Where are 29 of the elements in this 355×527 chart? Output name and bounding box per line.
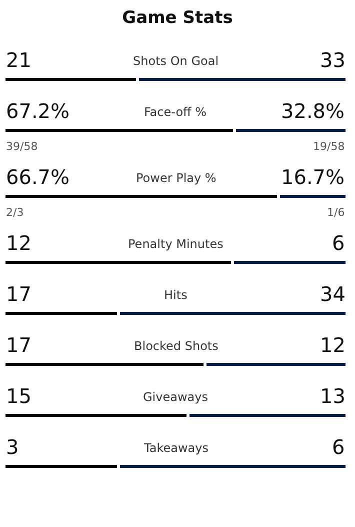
annotation: 19/58 bbox=[313, 140, 345, 153]
data-label: 16.7% bbox=[281, 165, 345, 189]
y-tick-label: Takeaways bbox=[143, 441, 208, 455]
data-label: 12 bbox=[320, 333, 346, 357]
y-tick-label: Power Play % bbox=[136, 171, 216, 185]
y-tick-label: Shots On Goal bbox=[133, 54, 219, 68]
data-label: 17 bbox=[6, 333, 32, 357]
y-tick-label: Penalty Minutes bbox=[128, 237, 224, 251]
data-label: 15 bbox=[6, 384, 32, 408]
annotation: 1/6 bbox=[327, 206, 345, 219]
data-label: 34 bbox=[320, 282, 346, 306]
data-label: 13 bbox=[320, 384, 346, 408]
y-tick-label: Blocked Shots bbox=[134, 339, 218, 353]
y-tick-label: Hits bbox=[164, 288, 188, 302]
data-label: 21 bbox=[6, 48, 32, 72]
data-label: 6 bbox=[332, 231, 345, 255]
data-label: 3 bbox=[6, 435, 19, 459]
data-label: 17 bbox=[6, 282, 32, 306]
chart-title: Game Stats bbox=[121, 7, 234, 30]
data-label: 67.2% bbox=[6, 99, 70, 123]
data-label: 6 bbox=[332, 435, 345, 459]
data-label: 12 bbox=[6, 231, 32, 255]
y-tick-label: Face-off % bbox=[144, 105, 207, 119]
data-label: 66.7% bbox=[6, 165, 70, 189]
data-label: 33 bbox=[320, 48, 346, 72]
annotation: 2/3 bbox=[6, 206, 24, 219]
y-tick-label: Giveaways bbox=[143, 390, 208, 404]
data-label: 32.8% bbox=[281, 99, 345, 123]
annotation: 39/58 bbox=[6, 140, 38, 153]
